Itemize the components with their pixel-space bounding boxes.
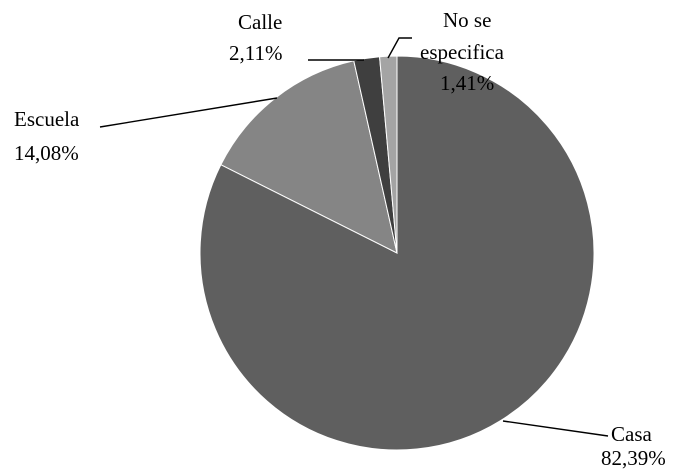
pie-slices — [199, 55, 595, 451]
value-label-no-se-especifica: 1,41% — [440, 71, 494, 95]
value-label-calle: 2,11% — [229, 41, 282, 65]
label-escuela: Escuela — [14, 107, 80, 131]
leader-lines — [99, 37, 609, 437]
value-label-escuela: 14,08% — [14, 141, 79, 165]
leader-line-escuela — [99, 97, 278, 128]
label-calle: Calle — [238, 10, 282, 34]
label-no-se-especifica-line-2: especifica — [420, 40, 505, 64]
label-casa: Casa — [611, 422, 653, 446]
value-label-casa: 82,39% — [601, 446, 666, 470]
label-no-se-especifica-line-1: No se — [443, 8, 491, 32]
pie-slice-casa — [199, 55, 595, 451]
leader-line-no-se-especifica — [387, 37, 412, 59]
slice-labels: Casa 82,39% Escuela 14,08% Calle 2,11% N… — [14, 8, 666, 470]
leader-line-casa — [502, 420, 609, 437]
